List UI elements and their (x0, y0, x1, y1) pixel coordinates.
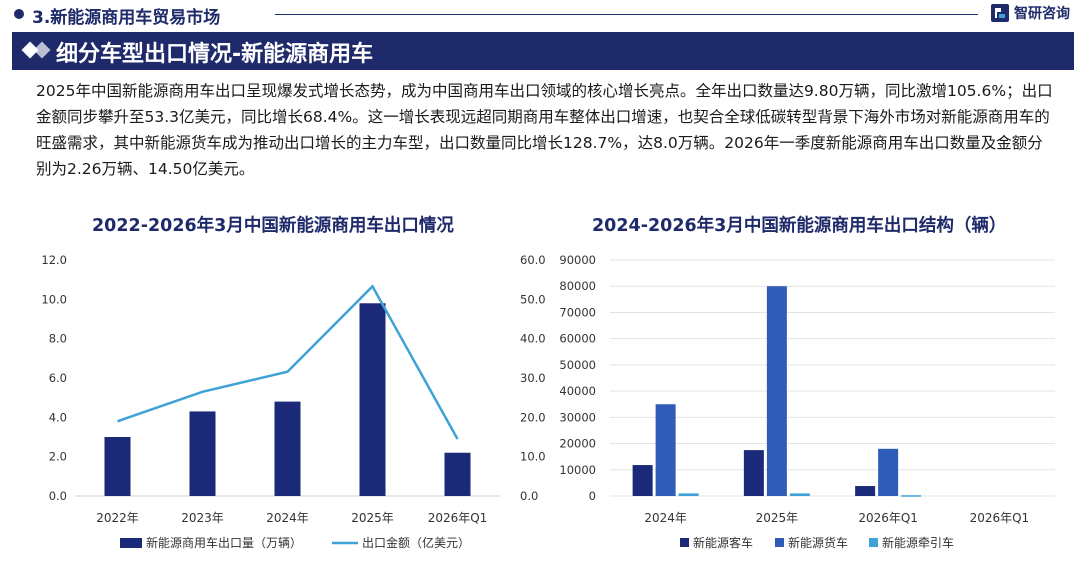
legend-swatch (775, 538, 784, 547)
section-title: 3.新能源商用车贸易市场 (32, 8, 221, 28)
export-volume-bar (189, 411, 216, 496)
truck-bar (878, 448, 899, 496)
x-tick-label: 2025年 (351, 511, 394, 525)
x-tick-label: 2025年 (756, 511, 799, 525)
y-left-tick-label: 10.0 (41, 292, 67, 306)
y-tick-label: 70000 (559, 305, 596, 319)
legend-label-value: 出口金额（亿美元） (362, 535, 470, 550)
x-tick-label: 2026年Q1 (970, 511, 1030, 525)
chart2-title: 2024-2026年3月中国新能源商用车出口结构（辆） (592, 216, 1007, 236)
truck-bar (766, 286, 787, 496)
export-volume-bar (444, 452, 471, 496)
tractor-bar (678, 493, 699, 496)
export-combo-chart: 0.0 2.0 4.0 6.0 8.0 10.0 12.0 0.0 10.0 20.0 30.0 40… (41, 253, 545, 550)
y-tick-label: 60000 (559, 332, 596, 346)
y-right-tick-label: 60.0 (520, 253, 545, 267)
truck-bar (655, 404, 676, 496)
legend-swatch (680, 538, 689, 547)
y-right-tick-label: 0.0 (520, 489, 538, 503)
legend-label: 新能源客车 (693, 535, 753, 550)
tractor-bar (901, 495, 922, 497)
x-tick-label: 2026年Q1 (428, 511, 488, 525)
legend-label: 新能源货车 (788, 535, 848, 550)
y-left-tick-label: 4.0 (49, 410, 67, 424)
y-left-tick-label: 12.0 (41, 253, 67, 267)
x-tick-label: 2022年 (96, 511, 139, 525)
tractor-bar (789, 493, 810, 496)
y-right-tick-label: 30.0 (520, 371, 545, 385)
y-left-tick-label: 0.0 (49, 489, 67, 503)
export-volume-bar (274, 401, 301, 496)
diamond-icon-secondary (33, 41, 51, 59)
y-right-tick-label: 10.0 (520, 450, 545, 464)
y-tick-label: 40000 (559, 384, 596, 398)
y-left-tick-label: 2.0 (49, 450, 67, 464)
passenger-bus-bar (743, 450, 764, 496)
y-tick-label: 30000 (559, 410, 596, 424)
x-tick-label: 2026年Q1 (858, 511, 918, 525)
section-header: 3.新能源商用车贸易市场 智研咨询 (0, 0, 1080, 28)
legend-label: 新能源牵引车 (882, 535, 954, 550)
passenger-bus-bar (632, 465, 653, 496)
x-tick-label: 2023年 (181, 511, 224, 525)
brand-logo: 智研咨询 (990, 3, 1070, 23)
y-tick-label: 50000 (559, 358, 596, 372)
y-left-tick-label: 6.0 (49, 371, 67, 385)
export-volume-bar (359, 303, 386, 496)
y-left-tick-label: 8.0 (49, 332, 67, 346)
x-tick-label: 2024年 (644, 511, 687, 525)
export-value-line (117, 284, 459, 440)
chart1-title: 2022-2026年3月中国新能源商用车出口情况 (92, 216, 454, 236)
y-tick-label: 80000 (559, 279, 596, 293)
y-right-tick-label: 20.0 (520, 410, 545, 424)
y-tick-label: 90000 (559, 253, 596, 267)
y-tick-label: 0 (589, 489, 596, 503)
summary-paragraph: 2025年中国新能源商用车出口呈现爆发式增长态势，成为中国商用车出口领域的核心增… (36, 82, 1053, 178)
banner-title: 细分车型出口情况-新能源商用车 (56, 42, 374, 67)
brand-logo-text: 智研咨询 (1014, 6, 1070, 22)
y-right-tick-label: 40.0 (520, 332, 545, 346)
y-right-tick-label: 50.0 (520, 292, 545, 306)
legend-swatch (869, 538, 878, 547)
export-structure-chart: 0 10000 20000 30000 40000 50000 60000 70000 8000… (559, 253, 1055, 550)
brand-logo-icon (991, 4, 1009, 22)
y-tick-label: 20000 (559, 437, 596, 451)
export-volume-bar (104, 437, 131, 496)
passenger-bus-bar (855, 486, 876, 496)
title-banner: 细分车型出口情况-新能源商用车 (12, 32, 1074, 70)
x-tick-label: 2024年 (266, 511, 309, 525)
bullet-dot-icon (14, 9, 24, 19)
legend-swatch-volume (120, 538, 142, 548)
y-tick-label: 10000 (559, 463, 596, 477)
legend-label-volume: 新能源商用车出口量（万辆） (146, 535, 302, 550)
header-rule (275, 14, 978, 15)
